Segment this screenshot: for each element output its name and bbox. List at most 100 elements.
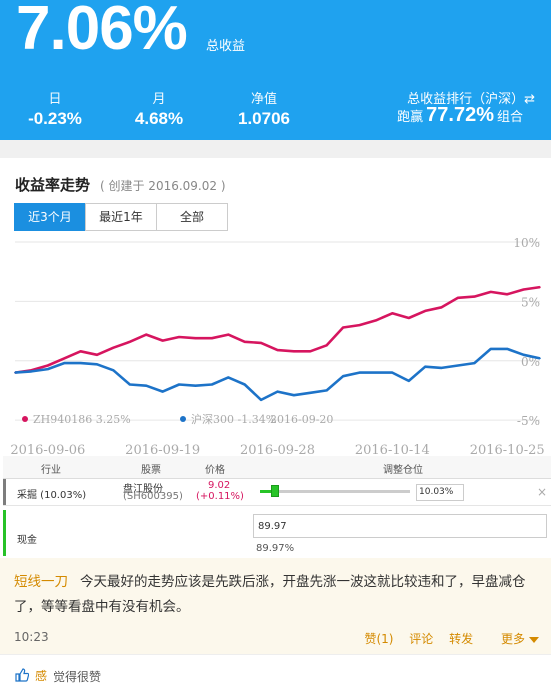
chevron-down-icon bbox=[529, 636, 539, 643]
data-point bbox=[276, 349, 279, 351]
data-point bbox=[129, 383, 131, 386]
data-point bbox=[358, 324, 361, 326]
data-point bbox=[342, 375, 344, 377]
data-point bbox=[293, 394, 295, 396]
y-tick-label: 5% bbox=[521, 295, 540, 309]
tab-all[interactable]: 全部 bbox=[156, 203, 228, 231]
x-tick-label: 2016-10-14 bbox=[355, 443, 430, 457]
data-point bbox=[375, 319, 377, 322]
total-return-value: 7.06% bbox=[16, 0, 188, 63]
cash-marker bbox=[3, 510, 6, 556]
data-point bbox=[194, 384, 197, 387]
data-point bbox=[325, 389, 328, 392]
y-tick-label: -5% bbox=[517, 414, 540, 428]
gan-icon: 感 bbox=[35, 669, 48, 683]
data-point bbox=[424, 310, 426, 312]
data-point bbox=[407, 380, 410, 382]
data-point bbox=[489, 348, 492, 350]
rank-prefix: 跑赢 bbox=[397, 110, 424, 125]
table-row: 采掘 (10.03%) 盘江股份 (SH600395) 9.02 (+0.11%… bbox=[3, 479, 551, 506]
remove-row-icon[interactable]: × bbox=[536, 485, 547, 499]
data-point bbox=[407, 317, 410, 319]
row-marker bbox=[3, 479, 6, 505]
cash-percent: 89.97% bbox=[256, 543, 295, 554]
data-point bbox=[440, 367, 443, 369]
data-point bbox=[63, 357, 66, 360]
stat-day-value: -0.23% bbox=[28, 109, 82, 128]
data-point bbox=[260, 342, 262, 344]
col-stock: 股票 bbox=[141, 465, 161, 476]
row-stock-name[interactable]: 盘江股份 bbox=[123, 484, 163, 495]
data-point bbox=[243, 340, 246, 343]
data-point bbox=[391, 312, 394, 315]
data-point bbox=[129, 340, 131, 343]
comment-author[interactable]: 短线一刀 bbox=[14, 574, 68, 590]
stat-nav: 净值 1.0706 bbox=[226, 88, 302, 129]
data-point bbox=[358, 371, 361, 374]
data-point bbox=[47, 364, 49, 367]
row-price-change: (+0.11%) bbox=[196, 491, 244, 502]
data-point bbox=[473, 362, 476, 364]
rank-suffix: 组合 bbox=[496, 110, 523, 125]
y-tick-label: 10% bbox=[513, 236, 540, 250]
data-point bbox=[276, 390, 279, 393]
stat-day-label: 日 bbox=[48, 92, 62, 107]
data-point bbox=[227, 376, 230, 379]
data-point bbox=[161, 390, 164, 393]
stat-day: 日 -0.23% bbox=[20, 88, 90, 129]
data-point bbox=[506, 293, 508, 296]
data-point bbox=[309, 392, 312, 394]
x-tick-label: 2016-09-19 bbox=[125, 443, 200, 457]
data-point bbox=[506, 348, 508, 350]
thumbs-up-icon[interactable] bbox=[15, 668, 29, 682]
more-label: 更多 bbox=[500, 632, 525, 646]
tab-3-months[interactable]: 近3个月 bbox=[14, 203, 86, 231]
comment-actions: 赞(1) 评论 转发 更多 bbox=[352, 630, 539, 647]
data-point bbox=[440, 306, 443, 309]
rank-summary: 跑赢 77.72% 组合 bbox=[397, 104, 523, 127]
data-point bbox=[145, 384, 148, 387]
repost-button[interactable]: 转发 bbox=[449, 632, 474, 646]
data-point bbox=[522, 354, 525, 356]
data-point bbox=[79, 350, 82, 353]
return-chart: 10%5%0%-5%2016-09-06 2016-09-19 2016-09-28… bbox=[10, 236, 544, 457]
data-point bbox=[63, 362, 66, 364]
data-point bbox=[194, 337, 197, 339]
slider-handle[interactable] bbox=[271, 485, 280, 497]
data-point bbox=[96, 363, 98, 366]
data-point bbox=[178, 336, 180, 338]
legend-label: 沪深300 -1.34% bbox=[191, 412, 276, 426]
rank-toggle[interactable]: 总收益排行（沪深）⇄ bbox=[407, 92, 535, 107]
legend-label: ZH940186 3.25% bbox=[33, 413, 131, 426]
position-input[interactable]: 10.03% bbox=[416, 484, 464, 501]
legend-marker bbox=[180, 416, 186, 422]
cash-label: 现金 bbox=[17, 535, 37, 546]
data-point bbox=[309, 350, 312, 353]
chart-title: 收益率走势 bbox=[15, 176, 91, 194]
cash-input[interactable]: 89.97 bbox=[253, 514, 547, 538]
data-point bbox=[457, 297, 459, 299]
row-stock-code: (SH600395) bbox=[123, 491, 183, 502]
data-point bbox=[391, 371, 394, 374]
legend-date: 2016-09-20 bbox=[270, 413, 333, 426]
like-text: 觉得很赞 bbox=[53, 670, 102, 684]
stat-nav-label: 净值 bbox=[250, 92, 277, 107]
data-point bbox=[79, 362, 82, 364]
data-point bbox=[489, 291, 492, 293]
stat-month-value: 4.68% bbox=[134, 109, 184, 128]
more-button[interactable]: 更多 bbox=[489, 632, 539, 646]
col-price: 价格 bbox=[205, 465, 225, 476]
comment-body: 短线一刀 今天最好的走势应该是先跌后涨，开盘先涨一波这就比较违和了，早盘减仓了，等… bbox=[14, 570, 539, 620]
tab-1-year[interactable]: 最近1年 bbox=[85, 203, 157, 231]
row-price: 9.02 bbox=[208, 480, 231, 491]
chart-created-date: ( 创建于 2016.09.02 ) bbox=[100, 179, 226, 193]
comment-text: 今天最好的走势应该是先跌后涨，开盘先涨一波这就比较违和了，早盘减仓了，等等看盘中… bbox=[14, 574, 526, 615]
like-button[interactable]: 赞(1) bbox=[364, 632, 394, 646]
x-tick-label: 2016-09-06 bbox=[10, 443, 85, 457]
stat-month-label: 月 bbox=[152, 92, 166, 107]
data-point bbox=[14, 371, 16, 374]
comment-button[interactable]: 评论 bbox=[409, 632, 434, 646]
data-point bbox=[227, 333, 230, 336]
col-industry: 行业 bbox=[41, 465, 61, 476]
position-slider[interactable] bbox=[260, 485, 410, 497]
